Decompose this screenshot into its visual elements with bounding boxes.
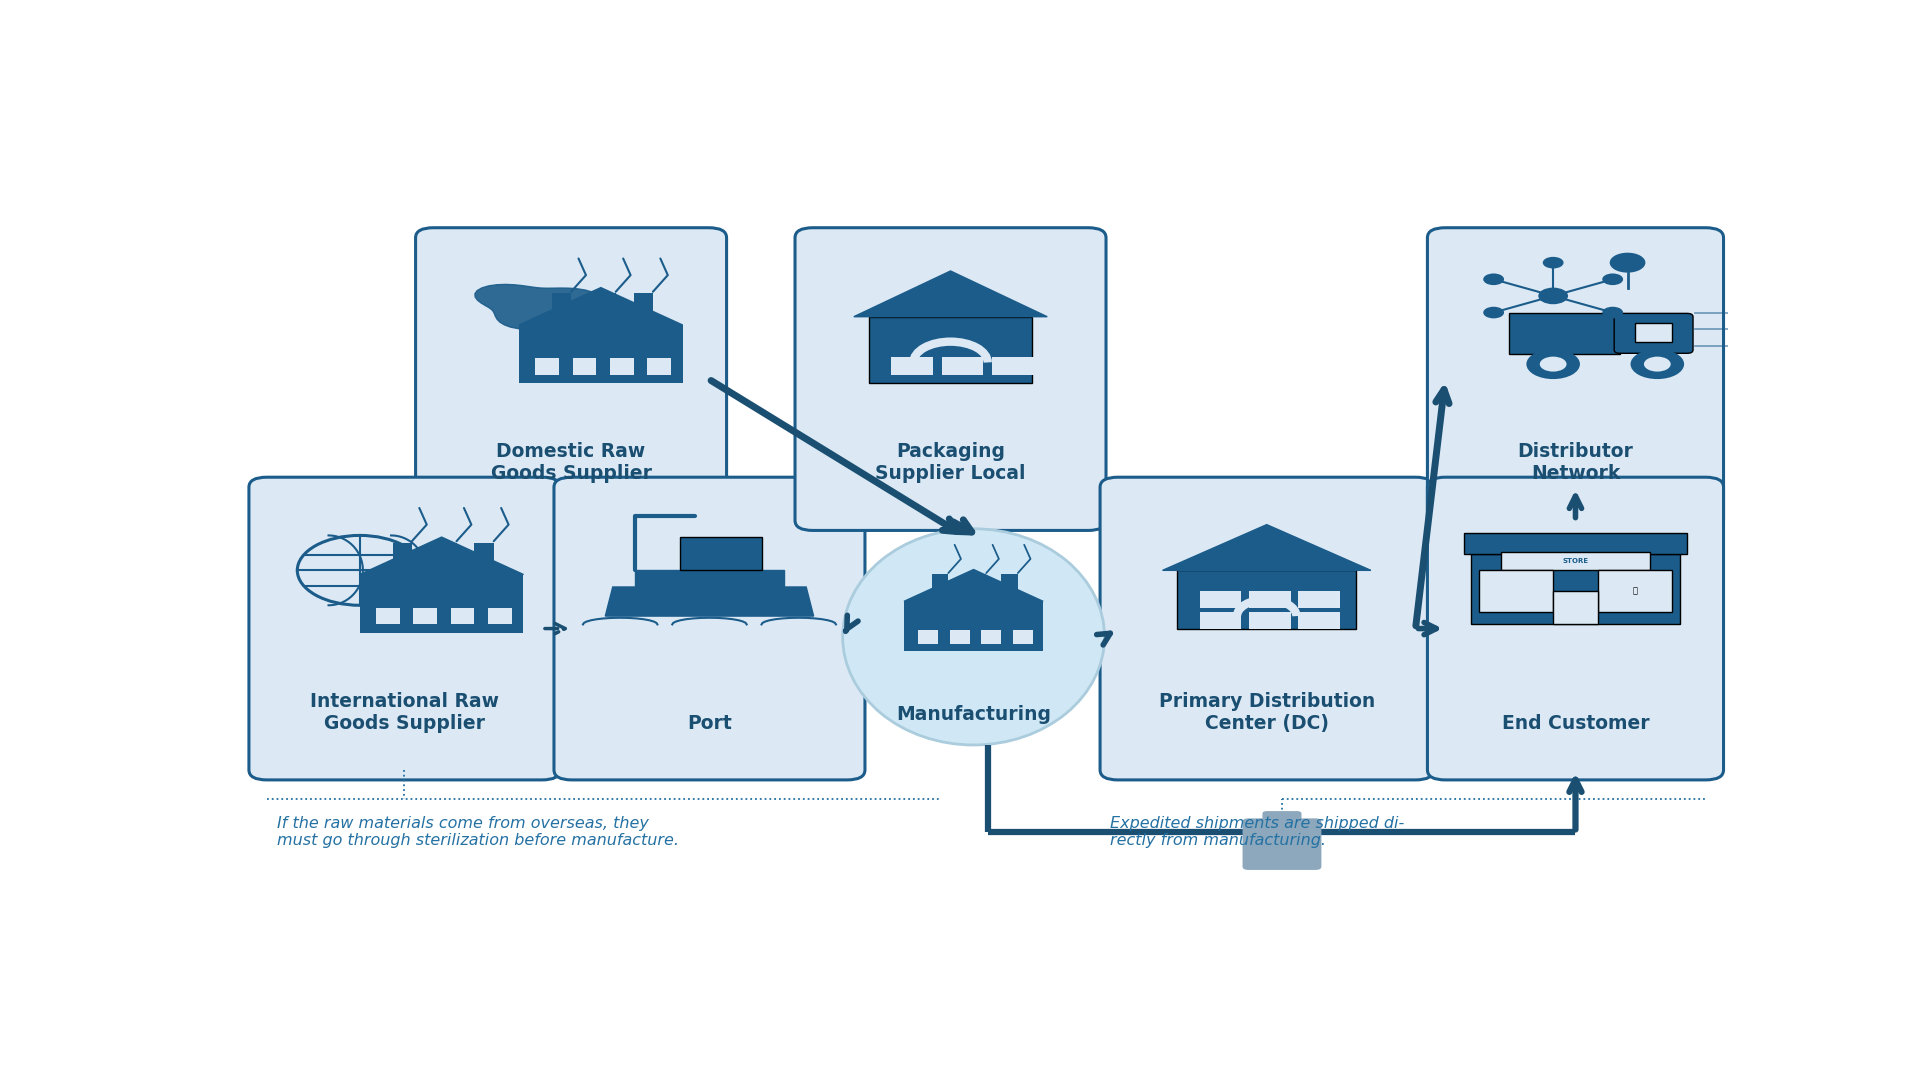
FancyBboxPatch shape [551,294,570,325]
Text: 🛒: 🛒 [1632,586,1638,596]
FancyBboxPatch shape [795,228,1106,530]
FancyBboxPatch shape [970,575,987,602]
Circle shape [1603,273,1622,285]
FancyBboxPatch shape [1298,612,1340,629]
FancyBboxPatch shape [1248,591,1290,608]
Polygon shape [854,271,1046,316]
FancyBboxPatch shape [993,356,1033,375]
FancyBboxPatch shape [474,543,493,575]
FancyBboxPatch shape [1501,552,1649,570]
FancyBboxPatch shape [438,543,457,575]
Circle shape [1484,307,1503,319]
FancyBboxPatch shape [1200,591,1242,608]
FancyBboxPatch shape [634,294,653,325]
FancyBboxPatch shape [931,575,948,602]
FancyBboxPatch shape [413,608,438,624]
FancyBboxPatch shape [1298,591,1340,608]
Circle shape [1526,349,1580,379]
FancyBboxPatch shape [415,228,726,530]
FancyBboxPatch shape [359,575,524,633]
Circle shape [1538,287,1569,305]
FancyBboxPatch shape [1200,612,1242,629]
FancyBboxPatch shape [488,608,511,624]
Text: Packaging
Supplier Local: Packaging Supplier Local [876,442,1025,483]
Circle shape [1540,356,1567,372]
FancyBboxPatch shape [1012,630,1033,644]
FancyBboxPatch shape [1177,570,1356,629]
FancyBboxPatch shape [451,608,474,624]
FancyBboxPatch shape [611,359,634,375]
Circle shape [1544,257,1563,269]
Circle shape [1484,273,1503,285]
FancyBboxPatch shape [680,537,762,570]
FancyBboxPatch shape [1478,570,1553,612]
Polygon shape [636,570,783,588]
Text: Manufacturing: Manufacturing [897,705,1050,725]
FancyBboxPatch shape [904,602,1043,651]
FancyBboxPatch shape [1597,570,1672,612]
Text: End Customer: End Customer [1501,714,1649,732]
FancyBboxPatch shape [868,316,1033,383]
FancyBboxPatch shape [536,359,559,375]
Polygon shape [518,287,684,325]
FancyBboxPatch shape [1636,323,1672,341]
FancyBboxPatch shape [1242,819,1321,869]
FancyBboxPatch shape [1553,591,1597,624]
Text: Primary Distribution
Center (DC): Primary Distribution Center (DC) [1158,691,1375,732]
FancyBboxPatch shape [647,359,670,375]
FancyBboxPatch shape [950,630,970,644]
Text: Expedited shipments are shipped di-
rectly from manufacturing.: Expedited shipments are shipped di- rect… [1110,815,1405,848]
Circle shape [1609,253,1645,272]
Circle shape [1630,349,1684,379]
FancyBboxPatch shape [1427,228,1724,530]
Polygon shape [474,284,599,329]
Polygon shape [605,588,814,616]
Text: If the raw materials come from overseas, they
must go through sterilization befo: If the raw materials come from overseas,… [276,815,680,848]
FancyBboxPatch shape [1427,477,1724,780]
FancyBboxPatch shape [1615,313,1693,353]
Text: Domestic Raw
Goods Supplier: Domestic Raw Goods Supplier [492,442,651,483]
FancyBboxPatch shape [518,325,684,383]
FancyBboxPatch shape [1002,575,1018,602]
FancyBboxPatch shape [891,356,933,375]
FancyBboxPatch shape [392,543,413,575]
FancyBboxPatch shape [597,294,616,325]
Circle shape [1603,307,1622,319]
Text: Distributor
Network: Distributor Network [1517,442,1634,483]
Text: International Raw
Goods Supplier: International Raw Goods Supplier [309,691,499,732]
Text: Port: Port [687,714,732,732]
Text: STORE: STORE [1563,558,1588,564]
FancyBboxPatch shape [1100,477,1434,780]
FancyBboxPatch shape [1248,612,1290,629]
Polygon shape [904,569,1043,602]
FancyBboxPatch shape [981,630,1002,644]
Ellipse shape [843,529,1104,745]
Polygon shape [359,537,524,575]
FancyBboxPatch shape [941,356,983,375]
Polygon shape [1162,525,1371,570]
FancyBboxPatch shape [1463,532,1688,554]
FancyBboxPatch shape [555,477,864,780]
FancyBboxPatch shape [918,630,939,644]
FancyBboxPatch shape [1263,811,1302,828]
FancyBboxPatch shape [1471,554,1680,624]
FancyBboxPatch shape [572,359,597,375]
FancyBboxPatch shape [376,608,399,624]
FancyBboxPatch shape [1509,312,1620,354]
Circle shape [1644,356,1670,372]
FancyBboxPatch shape [250,477,561,780]
